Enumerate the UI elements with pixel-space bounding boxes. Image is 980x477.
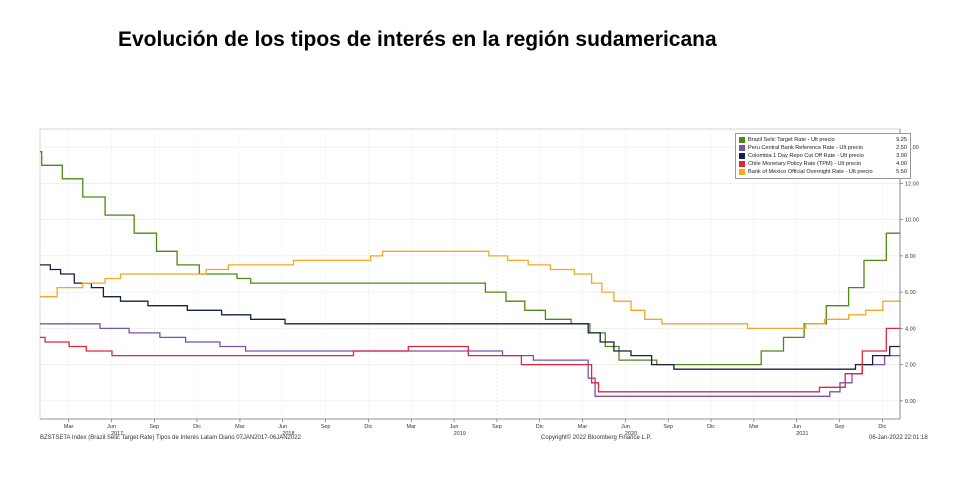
legend-swatch bbox=[739, 145, 745, 151]
x-tick-label: Mar bbox=[64, 424, 74, 430]
x-tick-label: Sep bbox=[663, 424, 673, 430]
footer-source: BZSTSETA Index (Brazil Selic Target Rate… bbox=[40, 435, 301, 441]
x-tick-label: Jun bbox=[107, 424, 116, 430]
legend-item: Brazil Selic Target Rate - Últ precio 9.2… bbox=[739, 136, 907, 144]
y-tick-label: 8.00 bbox=[905, 254, 916, 260]
footer-copyright: Copyright© 2022 Bloomberg Finance L.P. bbox=[541, 435, 652, 441]
x-tick-label: Jun bbox=[450, 424, 459, 430]
y-tick-label: 2.00 bbox=[905, 363, 916, 369]
x-year-label: 2017 bbox=[111, 431, 123, 437]
x-tick-label: Dic bbox=[878, 424, 886, 430]
y-tick-label: 14.00 bbox=[905, 145, 919, 151]
y-tick-label: 6.00 bbox=[905, 290, 916, 296]
legend-item: Peru Central Bank Reference Rate - Últ p… bbox=[739, 144, 907, 152]
legend-last-value: 9.25 bbox=[896, 137, 907, 143]
legend-item: Chile Monetary Policy Rate (TPM) - Últ p… bbox=[739, 160, 907, 168]
chart-panel: 0.00 2.00 4.00 6.00 8.00 10.00 12.00 14.00 Mar Ju… bbox=[38, 128, 948, 446]
series-lines bbox=[40, 151, 900, 397]
legend-last-value: 3.00 bbox=[896, 153, 907, 159]
page-title: Evolución de los tipos de interés en la … bbox=[118, 28, 717, 51]
axes: 0.00 2.00 4.00 6.00 8.00 10.00 12.00 14.00 Mar Ju… bbox=[40, 129, 919, 437]
x-year-label: 2020 bbox=[625, 431, 637, 437]
legend-label: Brazil Selic Target Rate - Últ precio bbox=[748, 137, 835, 143]
x-tick-label: Mar bbox=[406, 424, 416, 430]
x-year-label: 2021 bbox=[796, 431, 808, 437]
grid-lines bbox=[40, 129, 900, 419]
x-tick-label: Sep bbox=[149, 424, 159, 430]
legend-swatch bbox=[739, 153, 745, 159]
x-tick-label: Jun bbox=[621, 424, 630, 430]
series-line-3 bbox=[40, 327, 900, 393]
legend-last-value: 2.50 bbox=[896, 145, 907, 151]
x-tick-label: Jun bbox=[792, 424, 801, 430]
x-tick-label: Sep bbox=[835, 424, 845, 430]
legend-item: Colombia 1 Day Repo Cut Off Rate - Últ p… bbox=[739, 152, 907, 160]
x-tick-label: Mar bbox=[235, 424, 245, 430]
legend-label: Colombia 1 Day Repo Cut Off Rate - Últ p… bbox=[748, 153, 864, 159]
y-tick-label: 10.00 bbox=[905, 218, 919, 224]
legend-label: Chile Monetary Policy Rate (TPM) - Últ p… bbox=[748, 161, 862, 167]
x-tick-label: Dic bbox=[364, 424, 372, 430]
x-tick-label: Sep bbox=[321, 424, 331, 430]
legend-swatch bbox=[739, 161, 745, 167]
x-tick-label: Dic bbox=[193, 424, 201, 430]
legend-item: Bank of Mexico Official Overnight Rate -… bbox=[739, 168, 907, 176]
x-tick-label: Dic bbox=[536, 424, 544, 430]
x-tick-label: Mar bbox=[749, 424, 759, 430]
x-year-label: 2019 bbox=[454, 431, 466, 437]
legend-label: Peru Central Bank Reference Rate - Últ p… bbox=[748, 145, 864, 151]
legend-last-value: 5.50 bbox=[896, 169, 907, 175]
y-tick-label: 0.00 bbox=[905, 399, 916, 405]
legend-swatch bbox=[739, 169, 745, 175]
x-tick-label: Sep bbox=[492, 424, 502, 430]
x-tick-label: Jun bbox=[278, 424, 287, 430]
footer-timestamp: 06-Jan-2022 22:01:18 bbox=[869, 435, 928, 441]
x-tick-label: Mar bbox=[578, 424, 588, 430]
x-year-label: 2018 bbox=[282, 431, 294, 437]
series-line-1 bbox=[40, 323, 900, 397]
legend-last-value: 4.00 bbox=[896, 161, 907, 167]
legend: Brazil Selic Target Rate - Últ precio 9.2… bbox=[735, 133, 911, 179]
legend-swatch bbox=[739, 137, 745, 143]
series-line-4 bbox=[40, 250, 900, 330]
x-tick-label: Dic bbox=[707, 424, 715, 430]
y-tick-label: 12.00 bbox=[905, 181, 919, 187]
y-tick-label: 4.00 bbox=[905, 326, 916, 332]
legend-label: Bank of Mexico Official Overnight Rate -… bbox=[748, 169, 873, 175]
